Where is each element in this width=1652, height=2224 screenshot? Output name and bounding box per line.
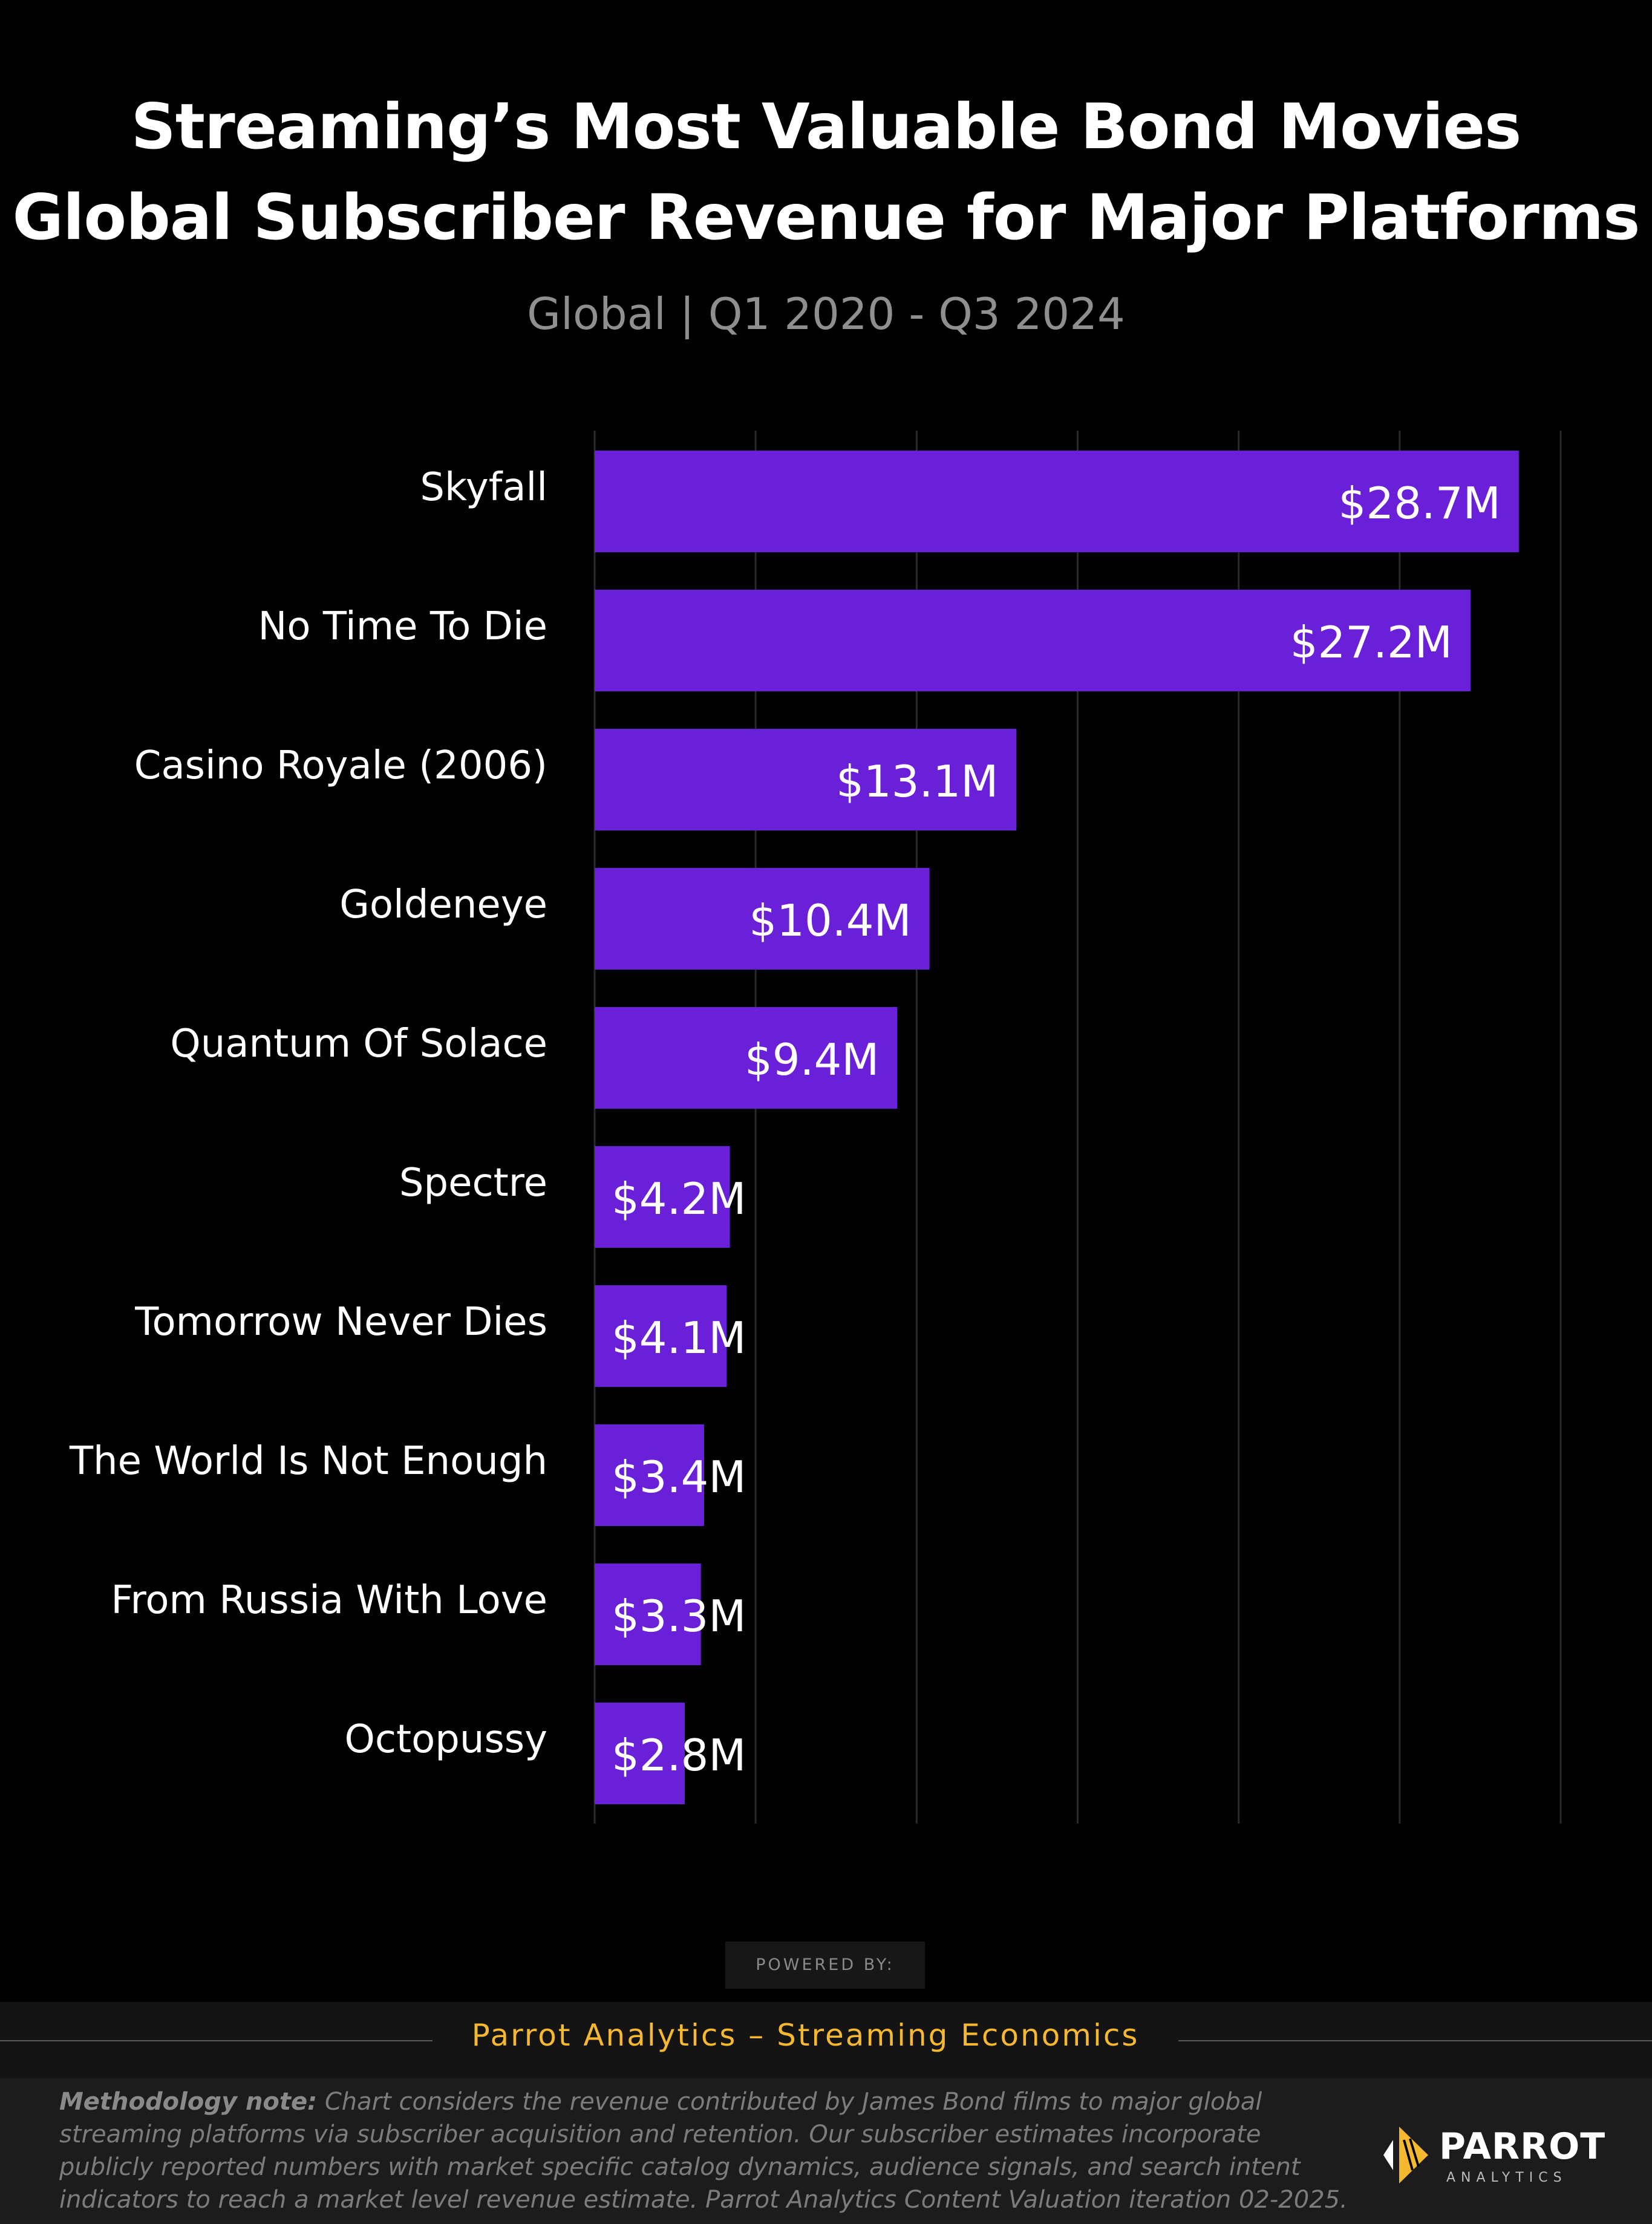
powered-by-badge: POWERED BY:	[725, 1942, 925, 1989]
bar	[595, 1703, 685, 1804]
value-label: $28.7M	[1339, 478, 1501, 529]
value-label: $3.3M	[612, 1591, 746, 1642]
bar	[595, 451, 1519, 552]
category-label: Skyfall	[420, 465, 547, 510]
value-label: $3.4M	[612, 1452, 746, 1502]
bar	[595, 729, 1017, 830]
bar	[595, 1285, 727, 1387]
category-labels: Skyfall No Time To Die Casino Royale (2006…	[69, 465, 547, 1762]
value-label: $10.4M	[749, 895, 911, 946]
value-label: $2.8M	[612, 1730, 746, 1781]
value-label: $4.2M	[612, 1173, 746, 1224]
value-label: $13.1M	[836, 756, 998, 807]
footer-brand-band: Parrot Analytics – Streaming Economics	[0, 2002, 1652, 2078]
footer-rule-left	[0, 2040, 433, 2041]
category-label: Spectre	[399, 1161, 547, 1205]
chart-area: Streaming’s Most Valuable Bond Movies Gl…	[12, 91, 1641, 1989]
bar	[595, 1424, 704, 1526]
bar	[595, 868, 930, 970]
logo-subtext: ANALYTICS	[1446, 2170, 1567, 2185]
methodology-text: Chart considers the revenue contributed …	[59, 2088, 1348, 2214]
footer-rule-right	[1178, 2040, 1652, 2041]
parrot-analytics-logo: PARROT ANALYTICS	[1381, 2122, 1605, 2194]
value-label: $27.2M	[1290, 617, 1452, 668]
bar	[595, 590, 1471, 691]
category-label: Quantum Of Solace	[170, 1022, 547, 1066]
category-label: The World Is Not Enough	[69, 1439, 547, 1484]
chart-title: Streaming’s Most Valuable Bond Movies	[131, 91, 1522, 163]
category-label: Tomorrow Never Dies	[134, 1300, 547, 1345]
value-labels: $28.7M $27.2M $13.1M $10.4M $9.4M $4.2M $4.1M $…	[612, 478, 1501, 1781]
bars	[595, 451, 1519, 1804]
footer: Parrot Analytics – Streaming Economics M…	[0, 2002, 1652, 2224]
chart-title-line2: Global Subscriber Revenue for Major Plat…	[12, 181, 1641, 254]
parrot-logo-icon	[1383, 2127, 1428, 2183]
category-label: No Time To Die	[258, 604, 548, 649]
chart-subtitle: Global | Q1 2020 - Q3 2024	[527, 289, 1125, 339]
value-label: $9.4M	[745, 1034, 879, 1085]
category-label: Casino Royale (2006)	[134, 743, 547, 788]
footer-brand-line: Parrot Analytics – Streaming Economics	[471, 2018, 1140, 2053]
bar	[595, 1007, 898, 1109]
category-label: Octopussy	[344, 1717, 547, 1762]
category-label: Goldeneye	[339, 882, 547, 927]
bar	[595, 1146, 730, 1248]
category-label: From Russia With Love	[111, 1578, 547, 1623]
methodology-note: Methodology note: Chart considers the re…	[59, 2085, 1354, 2216]
methodology-label: Methodology note:	[59, 2088, 318, 2116]
value-label: $4.1M	[612, 1313, 746, 1363]
logo-wordmark: PARROT	[1439, 2125, 1606, 2168]
bar	[595, 1564, 701, 1665]
bar-chart-plot: Skyfall No Time To Die Casino Royale (2006…	[69, 431, 1562, 1824]
